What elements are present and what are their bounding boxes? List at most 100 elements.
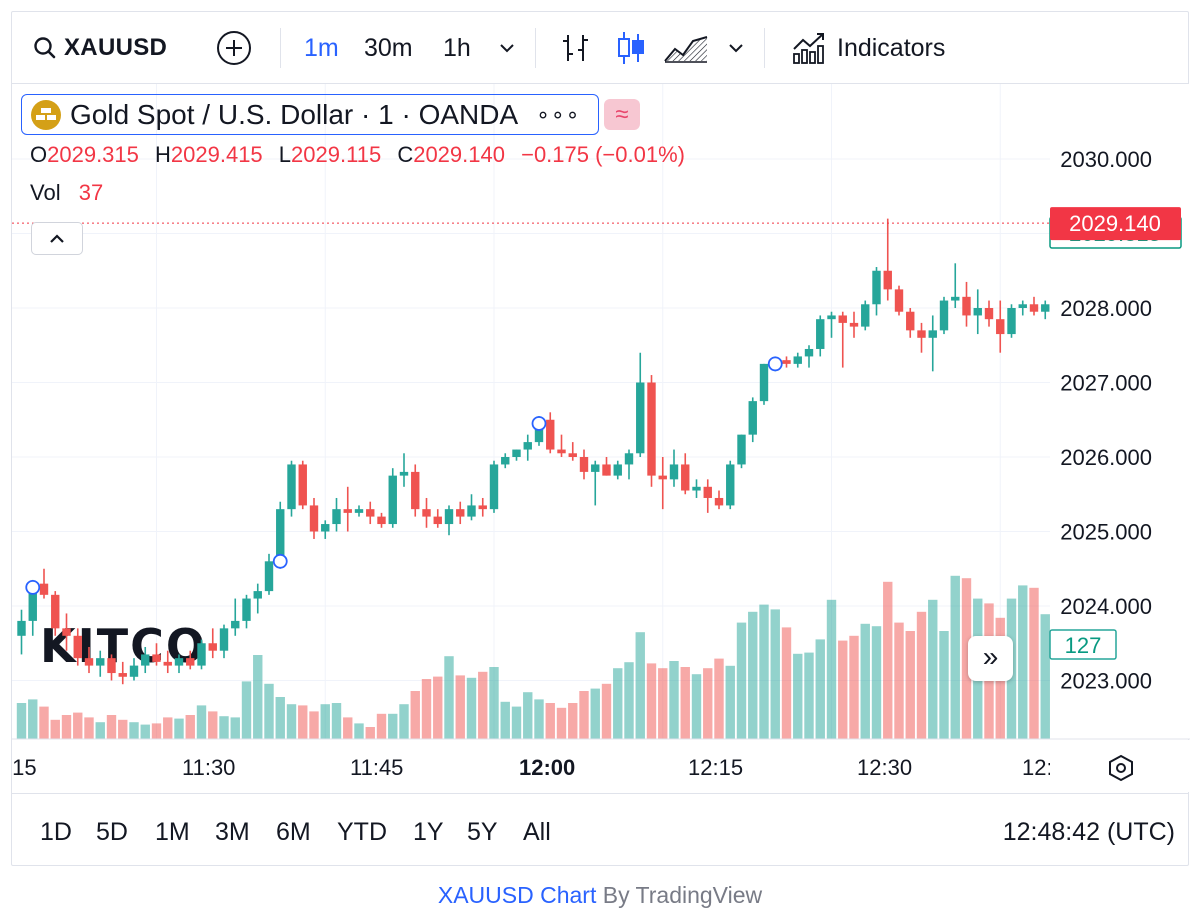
open-key: O (30, 142, 48, 167)
candle-body (962, 296, 971, 316)
volume-bar (613, 668, 623, 739)
more-options-icon[interactable]: ∘∘∘ (536, 101, 581, 127)
candle-body (636, 382, 645, 454)
volume-bar (433, 676, 443, 739)
collapse-legend-button[interactable] (31, 222, 83, 255)
range-all[interactable]: All (523, 818, 551, 846)
range-3m[interactable]: 3M (215, 818, 250, 846)
candle-body (84, 658, 94, 666)
volume-bar (691, 674, 702, 739)
volume-bar (264, 683, 274, 739)
candle-body (422, 509, 431, 517)
price-tick-label: 2025.000 (1060, 520, 1152, 545)
scroll-to-realtime-button[interactable]: » (968, 636, 1013, 681)
chart-type-dropdown[interactable] (726, 12, 746, 84)
indicators-label: Indicators (837, 33, 946, 62)
volume-bar (601, 683, 612, 739)
close-key: C (397, 142, 414, 167)
chart-canvas[interactable]: KITCO2030.0002028.0002027.0002026.000202… (12, 12, 1190, 793)
high-key: H (155, 142, 171, 167)
gold-bars-icon (31, 99, 61, 130)
candle-body (343, 509, 352, 513)
candle-body (996, 319, 1005, 335)
time-tick-label: 11:30 (182, 755, 235, 780)
candle-body (759, 363, 769, 402)
candle-body (309, 505, 319, 532)
candle-body (73, 635, 82, 659)
interval-1m[interactable]: 1m (304, 33, 339, 62)
candle-body (253, 591, 262, 599)
interval-1h[interactable]: 1h (443, 33, 471, 62)
candle-body (208, 643, 217, 651)
chart-widget: KITCO 2030.000 2028.000 2027.000 2026.000 202… (11, 11, 1190, 866)
volume-bar (658, 668, 668, 739)
volume-bar (815, 639, 825, 739)
candle-body (827, 315, 836, 320)
candle-body (287, 464, 296, 510)
interval-30m[interactable]: 30m (364, 33, 413, 62)
compare-symbol-button[interactable] (215, 12, 253, 84)
candle-body (579, 457, 589, 472)
volume-bar (511, 706, 522, 739)
volume-bar (84, 717, 94, 739)
toolbar-divider (280, 28, 281, 68)
candle-body (107, 658, 116, 674)
volume-bar (703, 668, 713, 739)
volume-bar (286, 704, 297, 739)
volume-legend: Vol 37 (30, 180, 113, 206)
area-chart-icon (664, 36, 708, 63)
candle-body (534, 419, 544, 443)
volume-value: 37 (78, 180, 104, 205)
candle-body (219, 628, 229, 651)
volume-bar (28, 699, 38, 739)
volume-bar (50, 719, 60, 739)
candle-body (366, 509, 375, 517)
candle-body (118, 673, 127, 677)
volume-bar (466, 677, 477, 739)
range-1m[interactable]: 1M (155, 818, 190, 846)
interval-dropdown[interactable] (497, 12, 517, 84)
price-tick-label: 2027.000 (1060, 371, 1152, 396)
symbol-legend[interactable]: Gold Spot / U.S. Dollar · 1 · OANDA ∘∘∘ (21, 94, 599, 135)
candle-body (568, 453, 577, 457)
price-tick-label: 2028.000 (1060, 296, 1152, 321)
utc-clock[interactable]: 12:48:42 (UTC) (1002, 818, 1175, 846)
volume-bar (556, 707, 567, 739)
candle-body (748, 401, 757, 435)
range-1d[interactable]: 1D (40, 818, 72, 846)
chevron-up-icon (50, 234, 64, 243)
symbol-search[interactable]: XAUUSD (32, 12, 167, 84)
candle-body (62, 628, 71, 636)
range-5d[interactable]: 5D (96, 818, 128, 846)
volume-bar (579, 691, 589, 739)
settings-hexagon-icon (1109, 754, 1133, 782)
compare-icon[interactable]: ≈ (604, 99, 640, 130)
time-tick-label: 12:30 (857, 755, 912, 780)
bar-style-button[interactable] (559, 12, 593, 84)
candle-body (141, 654, 150, 666)
volume-bar (568, 703, 578, 739)
candle-body (523, 442, 532, 450)
attribution-link[interactable]: XAUUSD Chart (437, 882, 597, 908)
candle-body (669, 464, 679, 480)
volume-bar (804, 652, 814, 739)
volume-bar (669, 661, 679, 739)
price-tick-label: 2026.000 (1060, 445, 1152, 470)
range-5y[interactable]: 5Y (467, 818, 498, 846)
range-6m[interactable]: 6M (276, 818, 311, 846)
range-1y[interactable]: 1Y (413, 818, 444, 846)
indicators-button[interactable]: Indicators (791, 12, 945, 84)
chart-settings-button[interactable] (1106, 753, 1136, 783)
volume-bar (129, 722, 139, 739)
range-ytd[interactable]: YTD (337, 818, 387, 846)
attribution: XAUUSD Chart By TradingView (0, 882, 1200, 909)
volume-bar (1018, 585, 1028, 739)
volume-bar (410, 691, 420, 739)
toolbar-divider (535, 28, 536, 68)
candle-style-button[interactable] (616, 12, 646, 84)
area-style-button[interactable] (663, 12, 709, 84)
volume-bar (916, 611, 927, 739)
candle-body (917, 330, 926, 338)
candle-body (1007, 308, 1016, 335)
volume-bar (140, 724, 150, 739)
